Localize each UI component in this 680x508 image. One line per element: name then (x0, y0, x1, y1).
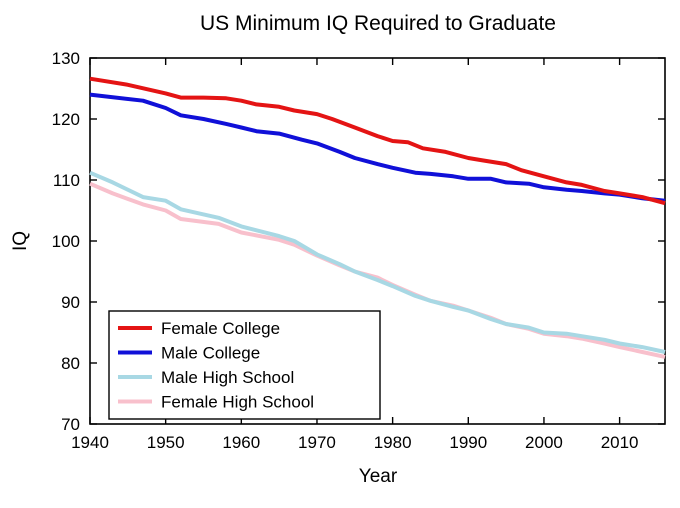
x-tick-label-2010: 2010 (601, 433, 639, 452)
y-tick-label-130: 130 (52, 49, 80, 68)
series-line-male-high-school (89, 170, 666, 354)
axis-ticks: 1940 1950 1960 1970 1980 1990 2000 2010 70 80 90 10… (52, 49, 665, 452)
y-tick-label-80: 80 (61, 354, 80, 373)
y-tick-label-70: 70 (61, 415, 80, 434)
series-line-male-college (89, 92, 666, 203)
x-axis-label: Year (359, 466, 398, 487)
y-tick-label-120: 120 (52, 110, 80, 129)
x-tick-label-1950: 1950 (147, 433, 185, 452)
x-tick-label-1970: 1970 (298, 433, 336, 452)
x-tick-label-2000: 2000 (525, 433, 563, 452)
series-line-female-college (89, 76, 666, 206)
x-tick-label-1990: 1990 (449, 433, 487, 452)
chart-title: US Minimum IQ Required to Graduate (200, 12, 556, 35)
y-tick-label-110: 110 (53, 171, 80, 190)
legend-label-female-high-school: Female High School (161, 393, 314, 412)
y-tick-label-100: 100 (52, 232, 80, 251)
y-tick-label-90: 90 (61, 293, 80, 312)
legend-label-female-college: Female College (161, 319, 280, 338)
y-axis-label: IQ (10, 231, 31, 251)
legend-label-male-high-school: Male High School (161, 368, 294, 387)
legend-label-male-college: Male College (161, 344, 260, 363)
x-tick-label-1980: 1980 (374, 433, 412, 452)
series-lines (89, 76, 666, 359)
legend: Female College Male College Male High Scho… (108, 310, 381, 420)
x-tick-label-1940: 1940 (71, 433, 109, 452)
legend-box (108, 310, 381, 420)
x-tick-label-1960: 1960 (222, 433, 260, 452)
